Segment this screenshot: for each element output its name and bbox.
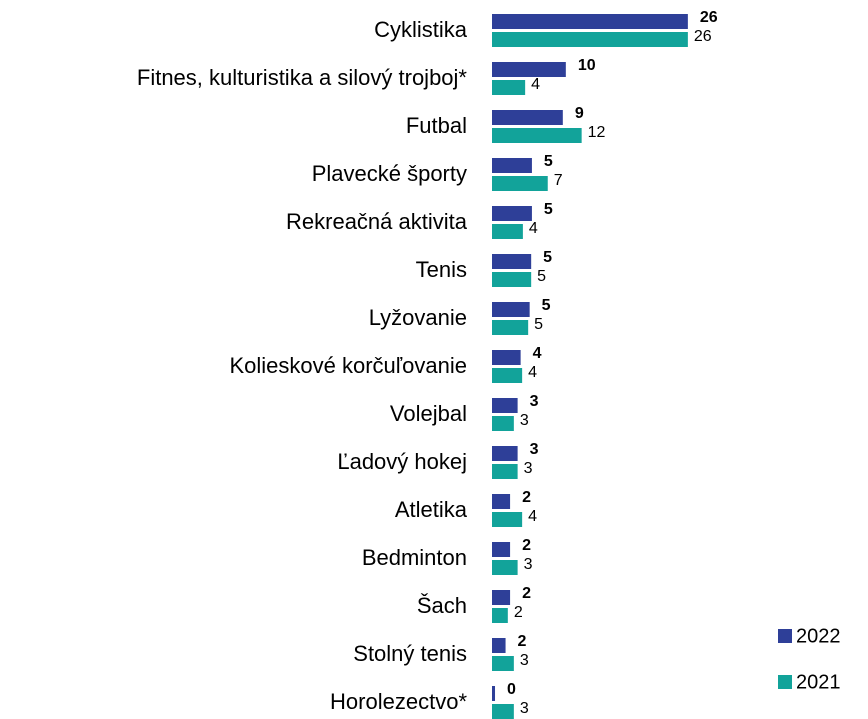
bar — [492, 542, 511, 557]
value-label: 5 — [544, 153, 553, 170]
bar — [492, 368, 523, 383]
category-label: Futbal — [406, 113, 467, 138]
category-label: Bedminton — [362, 545, 467, 570]
value-label: 3 — [530, 441, 539, 458]
value-label: 5 — [544, 201, 553, 218]
bar — [492, 224, 523, 239]
category-label: Cyklistika — [374, 17, 468, 42]
legend-label: 2022 — [796, 625, 841, 647]
value-label: 4 — [529, 220, 538, 237]
bar — [492, 398, 518, 413]
value-label: 9 — [575, 105, 584, 122]
legend-label: 2021 — [796, 671, 841, 693]
value-label: 4 — [533, 345, 542, 362]
value-label: 4 — [528, 508, 537, 525]
value-label: 3 — [520, 700, 529, 717]
bar — [492, 512, 523, 527]
bar — [492, 638, 506, 653]
bar — [492, 464, 518, 479]
value-label: 26 — [700, 9, 718, 26]
value-label: 3 — [530, 393, 539, 410]
bar — [492, 62, 566, 77]
value-label: 2 — [518, 633, 527, 650]
bar — [492, 254, 532, 269]
value-label: 2 — [522, 537, 531, 554]
value-label: 2 — [514, 604, 523, 621]
bar — [492, 14, 688, 29]
bar — [492, 350, 521, 365]
value-label: 3 — [524, 556, 533, 573]
category-label: Tenis — [416, 257, 467, 282]
bar — [492, 80, 526, 95]
value-label: 7 — [554, 172, 563, 189]
bar — [492, 560, 518, 575]
category-label: Stolný tenis — [353, 641, 467, 666]
bar — [492, 302, 530, 317]
category-label: Šach — [417, 593, 467, 618]
value-label: 4 — [531, 76, 540, 93]
value-label: 26 — [694, 28, 712, 45]
category-label: Ľadový hokej — [337, 449, 467, 474]
value-label: 2 — [522, 489, 531, 506]
category-label: Lyžovanie — [369, 305, 467, 330]
bar — [492, 656, 514, 671]
bar — [492, 176, 548, 191]
value-label: 5 — [537, 268, 546, 285]
value-label: 5 — [534, 316, 543, 333]
bar — [492, 110, 563, 125]
bar — [492, 272, 532, 287]
value-label: 2 — [522, 585, 531, 602]
category-label: Atletika — [395, 497, 468, 522]
value-label: 3 — [520, 412, 529, 429]
value-label: 5 — [542, 297, 551, 314]
category-label: Volejbal — [390, 401, 467, 426]
value-label: 5 — [543, 249, 552, 266]
category-label: Plavecké športy — [312, 161, 467, 186]
bar — [492, 32, 688, 47]
bar — [492, 128, 582, 143]
bar — [492, 608, 508, 623]
bar — [492, 158, 532, 173]
bar — [492, 320, 529, 335]
value-label: 12 — [588, 124, 606, 141]
legend-swatch — [778, 675, 792, 689]
category-label: Fitnes, kulturistika a silový trojboj* — [137, 65, 468, 90]
bar — [492, 494, 511, 509]
value-label: 0 — [507, 681, 516, 698]
value-label: 3 — [524, 460, 533, 477]
bar — [492, 590, 511, 605]
bar — [492, 686, 496, 701]
bar — [492, 446, 518, 461]
category-label: Horolezectvo* — [330, 689, 467, 714]
value-label: 4 — [528, 364, 537, 381]
bar — [492, 416, 514, 431]
bar — [492, 704, 514, 719]
bar — [492, 206, 532, 221]
value-label: 10 — [578, 57, 596, 74]
category-label: Rekreačná aktivita — [286, 209, 468, 234]
legend-swatch — [778, 629, 792, 643]
category-label: Kolieskové korčuľovanie — [229, 353, 467, 378]
value-label: 3 — [520, 652, 529, 669]
